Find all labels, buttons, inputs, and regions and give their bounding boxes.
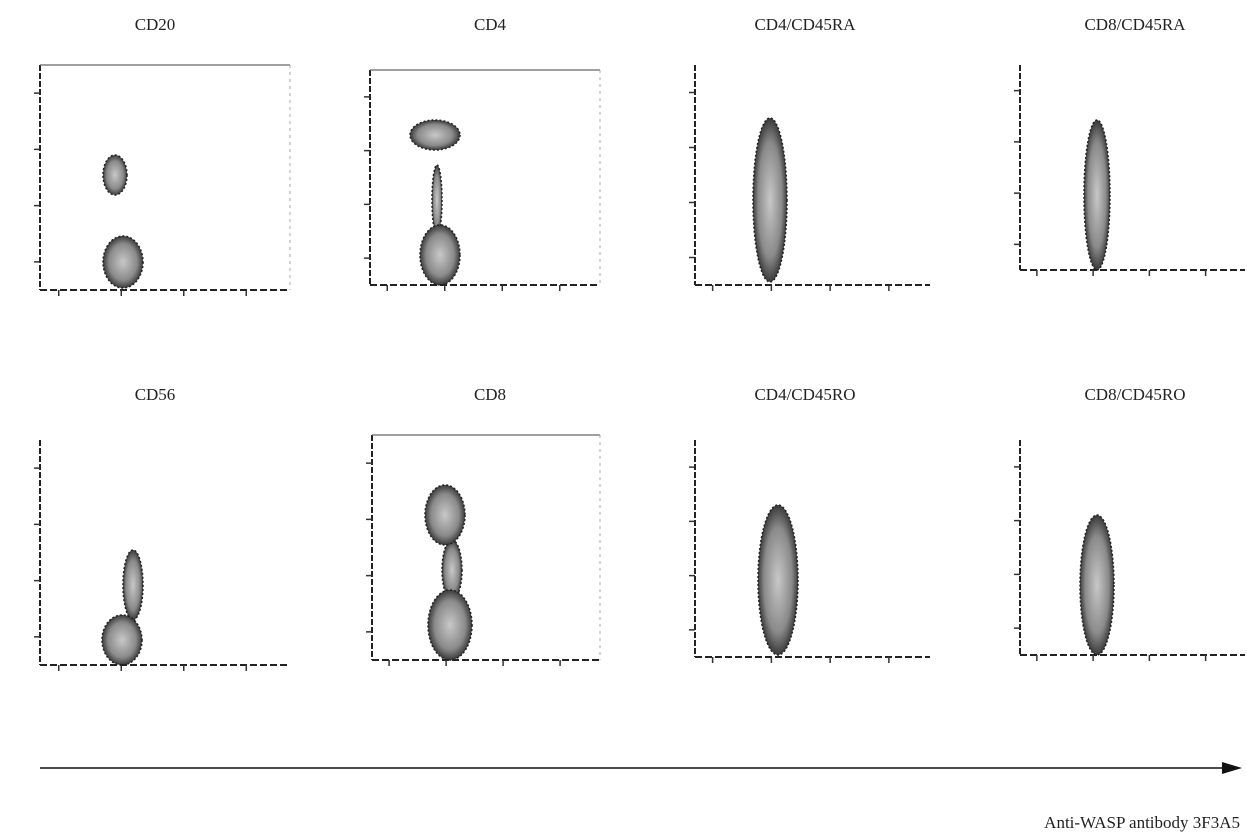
panel-title: CD4/CD45RO — [754, 385, 855, 404]
cell-population — [427, 589, 473, 661]
panel-title: CD4 — [474, 15, 507, 34]
cell-population — [1083, 119, 1111, 271]
cell-population — [101, 614, 143, 666]
cell-population — [1079, 514, 1115, 656]
cell-population — [752, 117, 788, 283]
cell-population — [757, 504, 799, 656]
cell-population — [419, 224, 461, 286]
cell-population — [102, 154, 128, 196]
cell-population — [431, 164, 443, 236]
cell-population — [424, 484, 466, 546]
panel-title: CD4/CD45RA — [754, 15, 856, 34]
cell-population — [409, 119, 461, 151]
panel-title: CD8/CD45RA — [1084, 15, 1186, 34]
panel-title: CD20 — [135, 15, 176, 34]
panel-title: CD56 — [135, 385, 176, 404]
panel-title: CD8/CD45RO — [1084, 385, 1185, 404]
axis-arrow-head — [1222, 762, 1242, 774]
cell-population — [122, 549, 144, 621]
cell-population — [102, 235, 144, 289]
panel-title: CD8 — [474, 385, 506, 404]
axis-label: Anti-WASP antibody 3F3A5 — [1044, 813, 1240, 832]
